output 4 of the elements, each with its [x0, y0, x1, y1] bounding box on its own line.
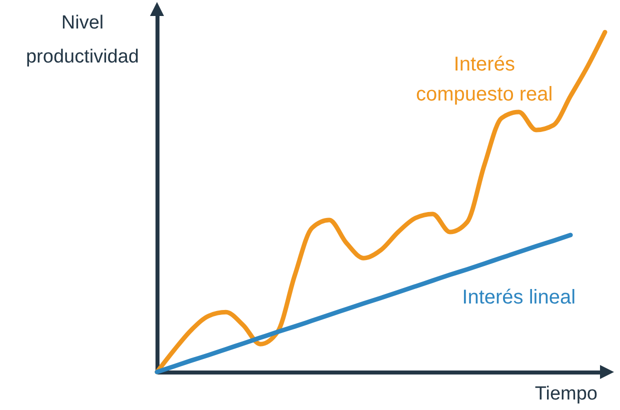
series-label: Interés lineal [462, 286, 576, 309]
series-label: Interés compuesto real [416, 54, 553, 106]
y-axis-title: Nivel productividad [26, 12, 140, 68]
x-axis-title: Tiempo [534, 384, 598, 404]
